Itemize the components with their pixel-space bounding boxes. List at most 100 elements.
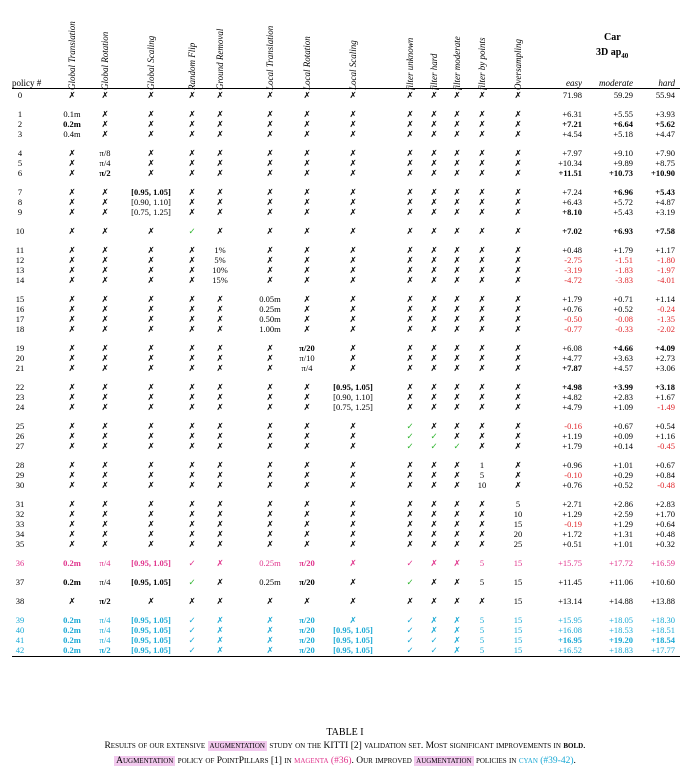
policy-id: 15 [15,294,25,304]
score-moderate: +4.57 [613,363,633,373]
cross-icon: ✗ [406,382,414,392]
cross-icon: ✗ [453,324,461,334]
check-icon: ✓ [453,441,461,451]
cross-icon: ✗ [478,363,486,373]
cross-icon: ✗ [216,577,224,587]
cross-icon: ✗ [216,402,224,412]
cross-icon: ✗ [188,529,196,539]
cross-icon: ✗ [453,109,461,119]
table-cell: 25 [513,539,523,549]
cross-icon: ✗ [101,402,109,412]
cross-icon: ✗ [349,431,357,441]
cross-icon: ✗ [453,168,461,178]
car-header: Car [604,32,621,43]
cross-icon: ✗ [349,363,357,373]
cross-icon: ✗ [147,509,155,519]
score-easy: -0.10 [564,470,582,480]
cross-icon: ✗ [478,90,486,100]
cross-icon: ✗ [430,596,438,606]
cross-icon: ✗ [514,197,522,207]
check-icon: ✓ [188,645,196,655]
cross-icon: ✗ [147,529,155,539]
cross-icon: ✗ [303,519,311,529]
table-cell: [0.75, 1.25] [131,207,171,217]
score-moderate: +3.63 [613,353,633,363]
table-row: 18 ✗ ✗ ✗ ✗ ✗ 1.00m ✗ ✗ ✗ ✗ ✗ ✗ ✗ -0.77 -0.33 -2.02 [0,324,690,334]
cross-icon: ✗ [147,226,155,236]
score-easy: +1.29 [562,509,582,519]
cross-icon: ✗ [453,615,461,625]
cross-icon: ✗ [216,392,224,402]
cross-icon: ✗ [188,314,196,324]
policy-id: 35 [15,539,25,549]
table-cell: [0.95, 1.05] [131,625,171,635]
caption-text: . [573,756,576,766]
cross-icon: ✗ [406,460,414,470]
score-easy: +0.51 [562,539,582,549]
policy-id: 14 [15,275,25,285]
cross-icon: ✗ [514,168,522,178]
policy-id: 41 [15,635,25,645]
cross-icon: ✗ [478,324,486,334]
cross-icon: ✗ [406,226,414,236]
policy-id: 22 [15,382,25,392]
cross-icon: ✗ [68,596,76,606]
cross-icon: ✗ [266,226,274,236]
table-cell: 15 [513,615,523,625]
check-icon: ✓ [406,625,414,635]
score-easy: +7.87 [562,363,582,373]
score-easy: +4.54 [562,129,582,139]
table-row: 17 ✗ ✗ ✗ ✗ ✗ 0.50m ✗ ✗ ✗ ✗ ✗ ✗ ✗ -0.50 -0.08 -1.35 [0,314,690,324]
cross-icon: ✗ [266,480,274,490]
table-cell: 0.2m [63,635,81,645]
cross-icon: ✗ [514,158,522,168]
cross-icon: ✗ [430,529,438,539]
cross-icon: ✗ [514,109,522,119]
table-cell: π/4 [99,625,111,635]
cross-icon: ✗ [266,441,274,451]
policy-id: 0 [17,90,23,100]
table-cell: 15 [513,645,523,655]
check-icon: ✓ [188,635,196,645]
cross-icon: ✗ [514,187,522,197]
cross-icon: ✗ [266,625,274,635]
score-hard: +1.17 [655,245,675,255]
cross-icon: ✗ [349,265,357,275]
cross-icon: ✗ [147,168,155,178]
cross-icon: ✗ [453,187,461,197]
score-hard: +7.90 [655,148,675,158]
cross-icon: ✗ [349,615,357,625]
score-easy: +2.71 [562,499,582,509]
cross-icon: ✗ [216,343,224,353]
cross-icon: ✗ [188,519,196,529]
table-cell: [0.95, 1.05] [131,577,171,587]
policy-id: 19 [15,343,25,353]
cross-icon: ✗ [349,353,357,363]
cross-icon: ✗ [478,265,486,275]
cross-icon: ✗ [406,596,414,606]
score-moderate: +19.20 [609,635,633,645]
cross-icon: ✗ [188,421,196,431]
cross-icon: ✗ [147,255,155,265]
score-moderate: +0.71 [613,294,633,304]
cross-icon: ✗ [478,255,486,265]
cross-icon: ✗ [406,363,414,373]
cross-icon: ✗ [406,499,414,509]
cross-icon: ✗ [430,509,438,519]
cross-icon: ✗ [266,363,274,373]
cross-icon: ✗ [453,480,461,490]
cross-icon: ✗ [266,635,274,645]
cross-icon: ✗ [453,625,461,635]
cross-icon: ✗ [406,109,414,119]
cross-icon: ✗ [101,460,109,470]
policy-id: 4 [17,148,23,158]
cross-icon: ✗ [101,324,109,334]
cross-icon: ✗ [430,158,438,168]
cross-icon: ✗ [349,294,357,304]
cross-icon: ✗ [430,255,438,265]
cross-icon: ✗ [453,158,461,168]
table-row: 25 ✗ ✗ ✗ ✗ ✗ ✗ ✗ ✗ ✓ ✗ ✗ ✗ ✗ -0.16 +0.67 +0.54 [0,421,690,431]
cross-icon: ✗ [68,314,76,324]
score-easy: +1.79 [562,294,582,304]
cross-icon: ✗ [303,109,311,119]
